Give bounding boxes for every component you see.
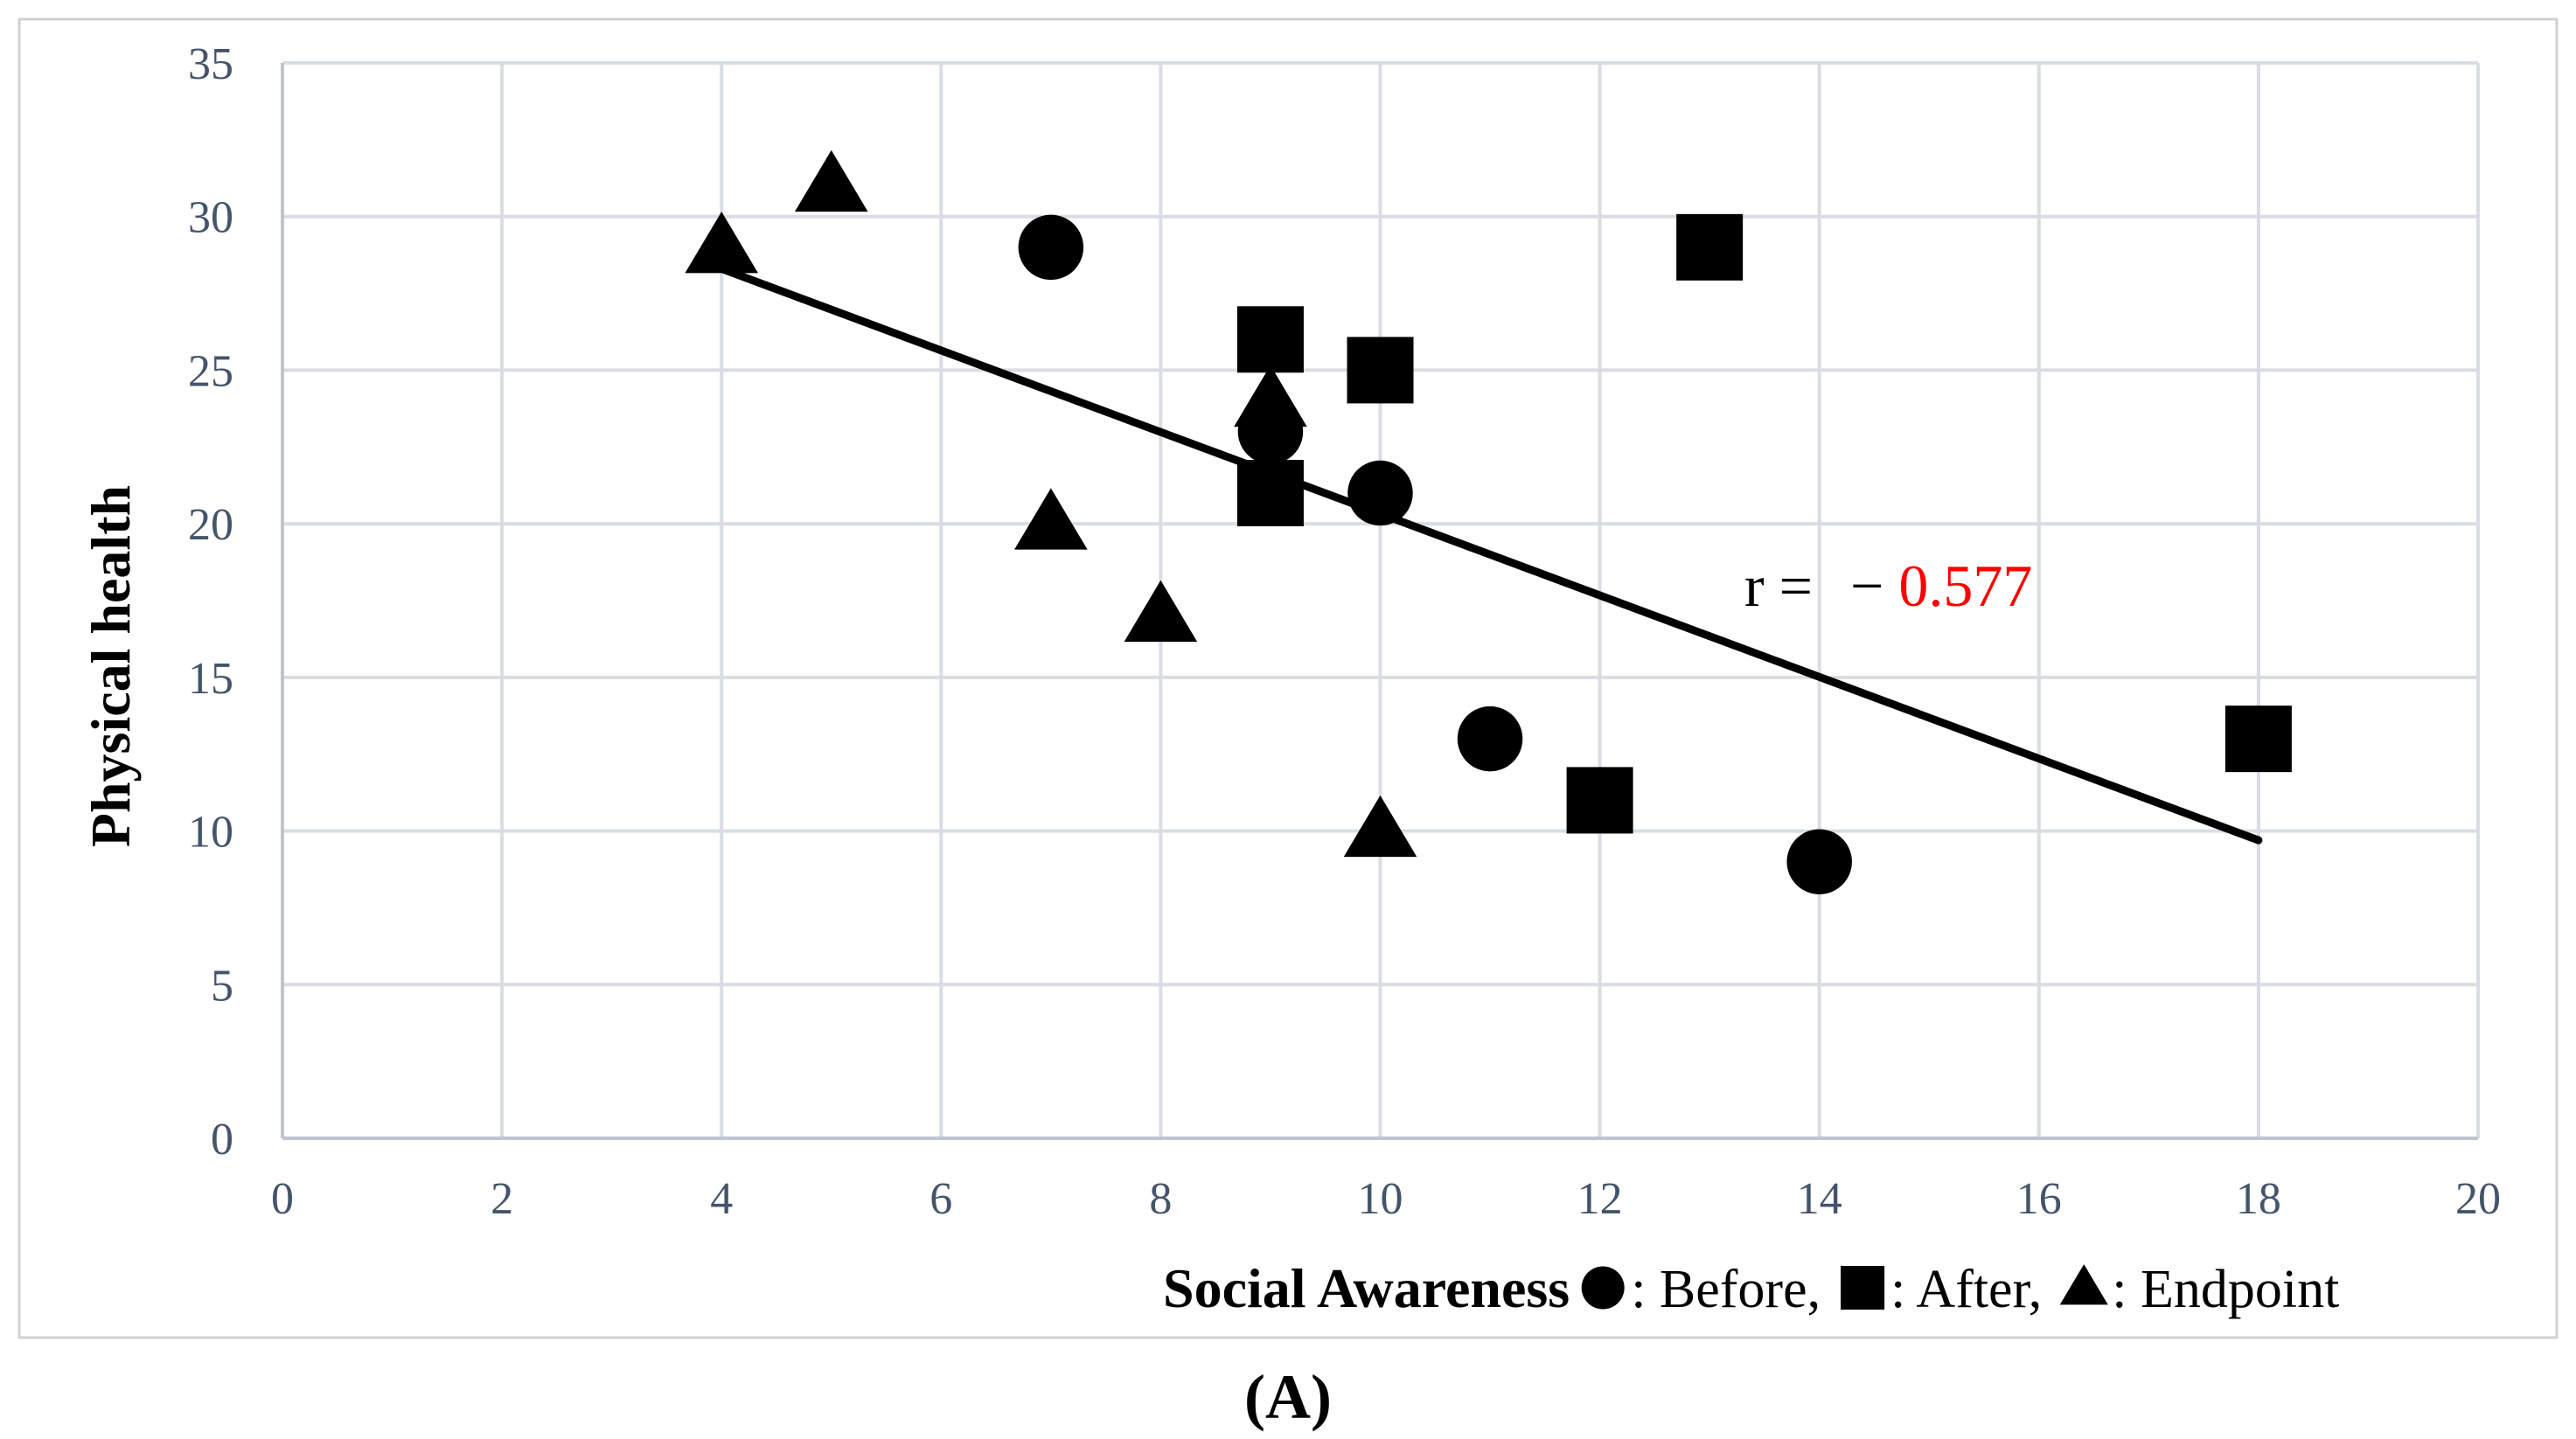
endpoint-marker bbox=[1014, 488, 1088, 550]
x-tick-label: 0 bbox=[271, 1174, 294, 1224]
data-markers bbox=[685, 149, 2292, 894]
gridlines bbox=[282, 61, 2480, 1138]
after-marker bbox=[1566, 767, 1633, 834]
panel-label: (A) bbox=[1244, 1362, 1332, 1432]
after-marker bbox=[1347, 337, 1414, 404]
y-axis-title: Physical health bbox=[80, 485, 142, 847]
x-tick-label: 8 bbox=[1149, 1174, 1172, 1224]
legend-after-square-icon bbox=[1841, 1266, 1885, 1310]
legend-before-label: : Before, bbox=[1631, 1260, 1821, 1319]
y-tick-label: 15 bbox=[188, 654, 233, 704]
legend-endpoint-triangle-icon bbox=[2059, 1264, 2108, 1305]
endpoint-marker bbox=[1124, 580, 1198, 643]
annotation-value: 0.577 bbox=[1898, 553, 2032, 619]
correlation-annotation: r = − 0.577 bbox=[1744, 553, 2032, 619]
x-tick-label: 16 bbox=[2016, 1174, 2062, 1224]
after-marker bbox=[2224, 706, 2292, 773]
x-tick-label: 10 bbox=[1358, 1174, 1403, 1224]
x-tick-label: 14 bbox=[1797, 1174, 1842, 1224]
y-tick-label: 30 bbox=[188, 193, 233, 243]
legend-endpoint-label: : Endpoint bbox=[2112, 1260, 2339, 1319]
endpoint-marker bbox=[1343, 795, 1417, 858]
before-marker bbox=[1018, 214, 1084, 281]
after-marker bbox=[1236, 460, 1304, 526]
before-marker bbox=[1457, 706, 1523, 772]
axes bbox=[281, 63, 2478, 1140]
y-tick-label: 20 bbox=[188, 500, 233, 550]
before-marker bbox=[1347, 460, 1413, 526]
after-marker bbox=[1676, 213, 1744, 281]
endpoint-marker bbox=[1234, 365, 1307, 428]
after-marker bbox=[1236, 306, 1304, 373]
x-tick-label: 20 bbox=[2455, 1174, 2501, 1224]
x-tick-label: 12 bbox=[1577, 1174, 1623, 1224]
y-tick-labels: 0 5 10 15 20 25 30 35 bbox=[188, 39, 233, 1164]
y-tick-label: 25 bbox=[188, 346, 233, 396]
annotation-prefix: r = bbox=[1744, 553, 1813, 619]
x-tick-labels: 0 2 4 6 8 10 12 14 16 18 20 bbox=[271, 1174, 2501, 1224]
x-tick-label: 18 bbox=[2236, 1174, 2281, 1224]
before-marker bbox=[1786, 829, 1852, 894]
legend-after-label: : After, bbox=[1890, 1260, 2042, 1319]
x-axis-title: Social Awareness bbox=[1163, 1257, 1570, 1319]
endpoint-marker bbox=[685, 212, 758, 274]
x-axis-title-with-legend: Social Awareness : Before, : After, : Endpo… bbox=[1163, 1257, 2339, 1319]
x-tick-label: 4 bbox=[710, 1174, 733, 1224]
y-tick-label: 10 bbox=[188, 808, 233, 858]
trendline bbox=[717, 264, 2263, 845]
x-tick-label: 2 bbox=[491, 1174, 513, 1224]
y-tick-label: 0 bbox=[211, 1115, 233, 1164]
x-tick-label: 6 bbox=[929, 1174, 952, 1224]
annotation-sign: − bbox=[1850, 553, 1883, 619]
y-tick-label: 5 bbox=[211, 961, 233, 1011]
y-tick-label: 35 bbox=[188, 39, 233, 89]
trendline-group bbox=[717, 264, 2263, 845]
legend-before-circle-icon bbox=[1581, 1266, 1625, 1310]
endpoint-marker bbox=[794, 149, 868, 212]
